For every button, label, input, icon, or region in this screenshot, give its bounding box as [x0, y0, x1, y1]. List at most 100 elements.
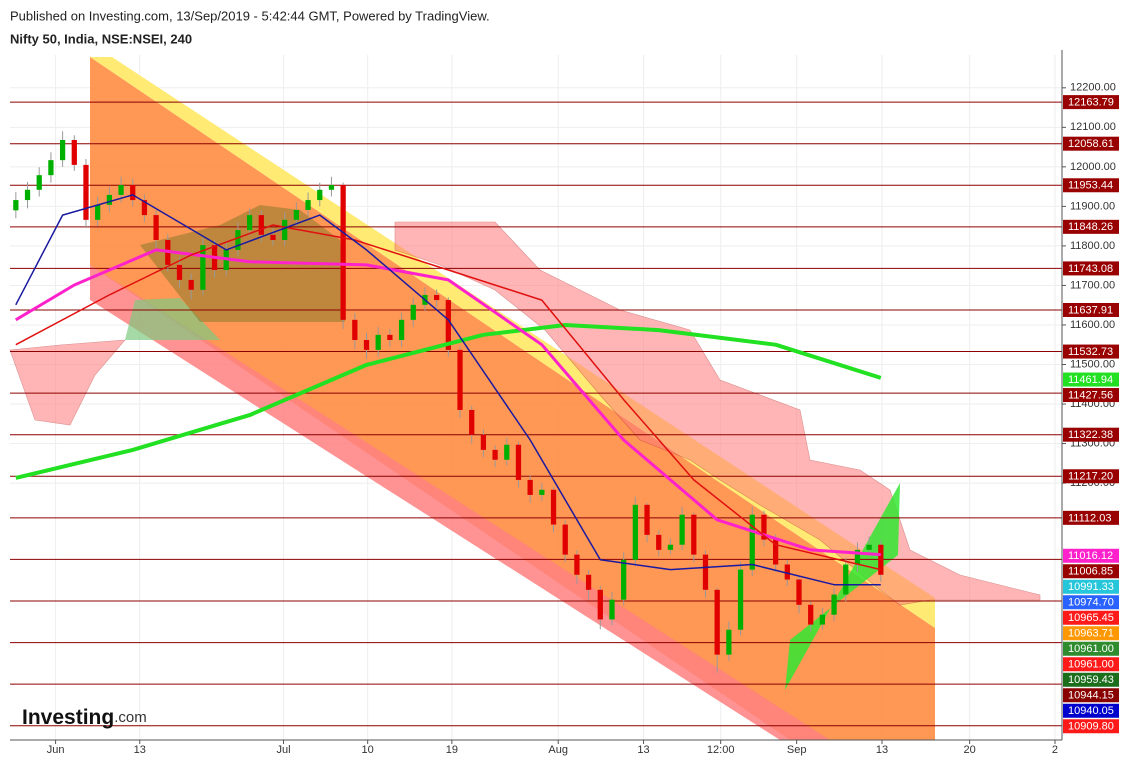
price-tag — [1063, 302, 1119, 317]
candle-body — [36, 175, 42, 190]
price-tag-label: 10963.71 — [1068, 628, 1114, 640]
candle-body — [667, 544, 674, 550]
x-tick-label: Sep — [787, 744, 807, 756]
candle-body — [118, 185, 124, 195]
candle-body — [574, 554, 580, 575]
indicators — [15, 194, 882, 586]
x-tick-label: 13 — [637, 744, 649, 756]
candle-body — [48, 160, 54, 176]
candle-body — [95, 204, 101, 220]
channel-upper — [90, 57, 935, 628]
price-tag-label: 11016.12 — [1068, 550, 1113, 562]
candle-body — [656, 534, 662, 550]
price-tag-label: 11217.20 — [1068, 471, 1113, 483]
candle-body — [305, 200, 311, 210]
candle-body — [363, 339, 370, 350]
price-tag-label: 10940.05 — [1068, 705, 1114, 717]
candle-body — [796, 579, 802, 605]
indicator-line — [15, 248, 881, 557]
candle-body — [434, 294, 440, 301]
logo: Investing.com — [22, 706, 147, 729]
candle-body — [527, 479, 533, 495]
price-tag — [1063, 672, 1119, 687]
candle-body — [644, 504, 650, 535]
candle-body — [504, 444, 510, 460]
candle-body — [632, 504, 638, 560]
price-tag — [1063, 178, 1119, 193]
y-tick-label: 11500.00 — [1070, 358, 1115, 370]
price-tag-label: 11112.03 — [1068, 512, 1111, 524]
y-tick-label: 11900.00 — [1070, 200, 1115, 212]
price-tag-label: 11848.26 — [1068, 221, 1113, 233]
price-tag-label: 10974.70 — [1068, 597, 1114, 609]
indicator-line — [15, 323, 882, 480]
y-tick-label: 12100.00 — [1070, 121, 1116, 133]
candle-body — [59, 139, 66, 161]
price-tag-label: 11743.08 — [1068, 263, 1113, 275]
candle-body — [469, 409, 475, 435]
candle-body — [562, 524, 568, 555]
candle-body — [831, 594, 837, 615]
candle-body — [293, 209, 300, 220]
x-tick-label: Aug — [548, 744, 568, 756]
x-tick-label: 20 — [964, 744, 976, 756]
candle-body — [457, 349, 463, 410]
candle-body — [71, 139, 77, 165]
price-tag-label: 10944.15 — [1068, 690, 1114, 702]
price-tag-label: 11322.38 — [1068, 429, 1113, 441]
candle-body — [772, 539, 779, 565]
logo-suffix: .com — [114, 709, 147, 726]
candle-body — [340, 185, 346, 320]
candle-body — [854, 549, 861, 565]
price-tag-label: 12058.61 — [1068, 138, 1114, 150]
price-tag-label: 11006.85 — [1068, 566, 1113, 578]
candle-body — [282, 219, 288, 240]
price-tag — [1063, 469, 1119, 484]
price-tag — [1063, 136, 1119, 151]
candle-body — [808, 604, 814, 625]
candle-body — [492, 449, 498, 460]
candle-body — [679, 514, 685, 545]
symbol-title: Nifty 50, India, NSE:NSEI, 240 — [10, 31, 192, 46]
candle-body — [550, 489, 557, 525]
price-tag-label: 11427.56 — [1068, 389, 1113, 401]
candle-body — [188, 279, 194, 290]
candle-body — [445, 300, 451, 350]
price-tag — [1063, 688, 1119, 703]
price-tag-label: 10959.43 — [1068, 674, 1114, 686]
price-tag-label: 10965.45 — [1068, 612, 1114, 624]
price-tag — [1063, 95, 1119, 110]
y-tick-label: 12200.00 — [1070, 82, 1116, 94]
candle-body — [691, 514, 697, 555]
price-tag — [1063, 703, 1119, 718]
x-tick-label: 12:00 — [707, 744, 735, 756]
x-tick-label: 2 — [1052, 744, 1058, 756]
price-tag-label: 10961.00 — [1068, 659, 1114, 671]
candle-body — [410, 304, 416, 320]
price-tag — [1063, 427, 1119, 442]
candle-body — [515, 444, 522, 480]
candle-body — [141, 200, 148, 216]
cloud-bullish — [125, 298, 220, 340]
published-note: Published on Investing.com, 13/Sep/2019 … — [10, 8, 490, 23]
price-tag — [1063, 719, 1119, 734]
price-tag-label: 11532.73 — [1068, 346, 1113, 358]
candle-body — [258, 215, 264, 235]
channel-lower — [90, 265, 830, 740]
price-tag-label: 11461.94 — [1068, 374, 1113, 386]
candle-body — [539, 489, 545, 495]
candle-body — [24, 189, 31, 201]
y-tick-label: 11600.00 — [1070, 319, 1115, 331]
candle-body — [83, 164, 89, 220]
candle-body — [784, 564, 790, 580]
candle-body — [878, 544, 884, 575]
price-tag — [1063, 261, 1119, 276]
axes: 12200.00 12100.00 12000.00 11900.00 11800.00… — [10, 50, 1119, 756]
candle-body — [597, 589, 603, 620]
x-tick-label: 13 — [134, 744, 146, 756]
price-tag-label: 11637.91 — [1068, 304, 1113, 316]
price-tag — [1063, 510, 1119, 525]
price-tag — [1063, 579, 1119, 594]
y-tick-label: 11800.00 — [1070, 240, 1115, 252]
